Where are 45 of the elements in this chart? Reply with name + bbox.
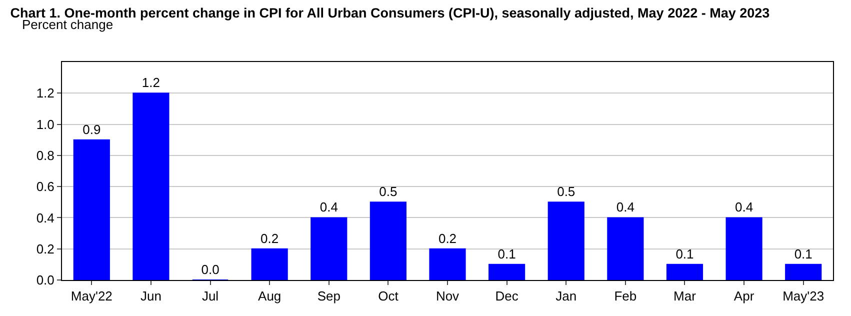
x-tick-label: Mar — [674, 288, 697, 304]
x-tick-label: Oct — [378, 288, 399, 304]
bar — [488, 264, 526, 280]
x-tick-label: Jun — [140, 288, 162, 304]
bar — [785, 264, 822, 280]
data-label: 0.4 — [616, 200, 634, 215]
bar — [607, 217, 644, 280]
x-tick-label: Jul — [202, 288, 219, 304]
data-label: 0.1 — [794, 246, 812, 262]
bar — [726, 217, 762, 280]
y-tick-label: 1.2 — [36, 86, 54, 101]
bar — [132, 92, 170, 280]
x-tick-label: Feb — [614, 288, 637, 304]
data-label: 0.2 — [260, 230, 279, 246]
y-tick-label: 0.2 — [36, 241, 54, 256]
y-tick-label: 0.8 — [36, 148, 54, 163]
data-label: 0.0 — [201, 262, 220, 277]
y-tick-label: 0.6 — [36, 179, 54, 194]
data-label: 0.4 — [735, 200, 754, 215]
data-label: 1.2 — [142, 75, 160, 90]
data-label: 0.5 — [379, 184, 398, 200]
bar — [370, 202, 406, 280]
x-tick-label: Apr — [734, 288, 755, 304]
x-tick-label: Dec — [495, 288, 519, 304]
y-tick-label: 0.0 — [36, 272, 54, 288]
data-label: 0.2 — [438, 230, 457, 246]
x-tick-label: Nov — [436, 288, 460, 304]
bar — [310, 217, 348, 280]
x-tick-label: Jan — [556, 288, 577, 304]
data-label: 0.9 — [82, 122, 101, 137]
bar — [548, 202, 584, 280]
data-label: 0.1 — [676, 246, 694, 262]
x-tick-label: Sep — [317, 288, 340, 304]
bar — [666, 264, 704, 280]
y-tick-label: 0.4 — [36, 210, 54, 226]
x-tick-label: May'23 — [782, 288, 824, 304]
data-label: 0.5 — [557, 184, 576, 200]
y-tick-label: 1.0 — [36, 116, 54, 132]
data-label: 0.4 — [320, 200, 338, 215]
bar — [251, 248, 288, 280]
x-tick-label: May'22 — [70, 288, 112, 304]
bar — [429, 248, 466, 280]
bar — [73, 139, 110, 280]
x-tick-label: Aug — [258, 288, 282, 304]
data-label: 0.1 — [498, 246, 516, 262]
